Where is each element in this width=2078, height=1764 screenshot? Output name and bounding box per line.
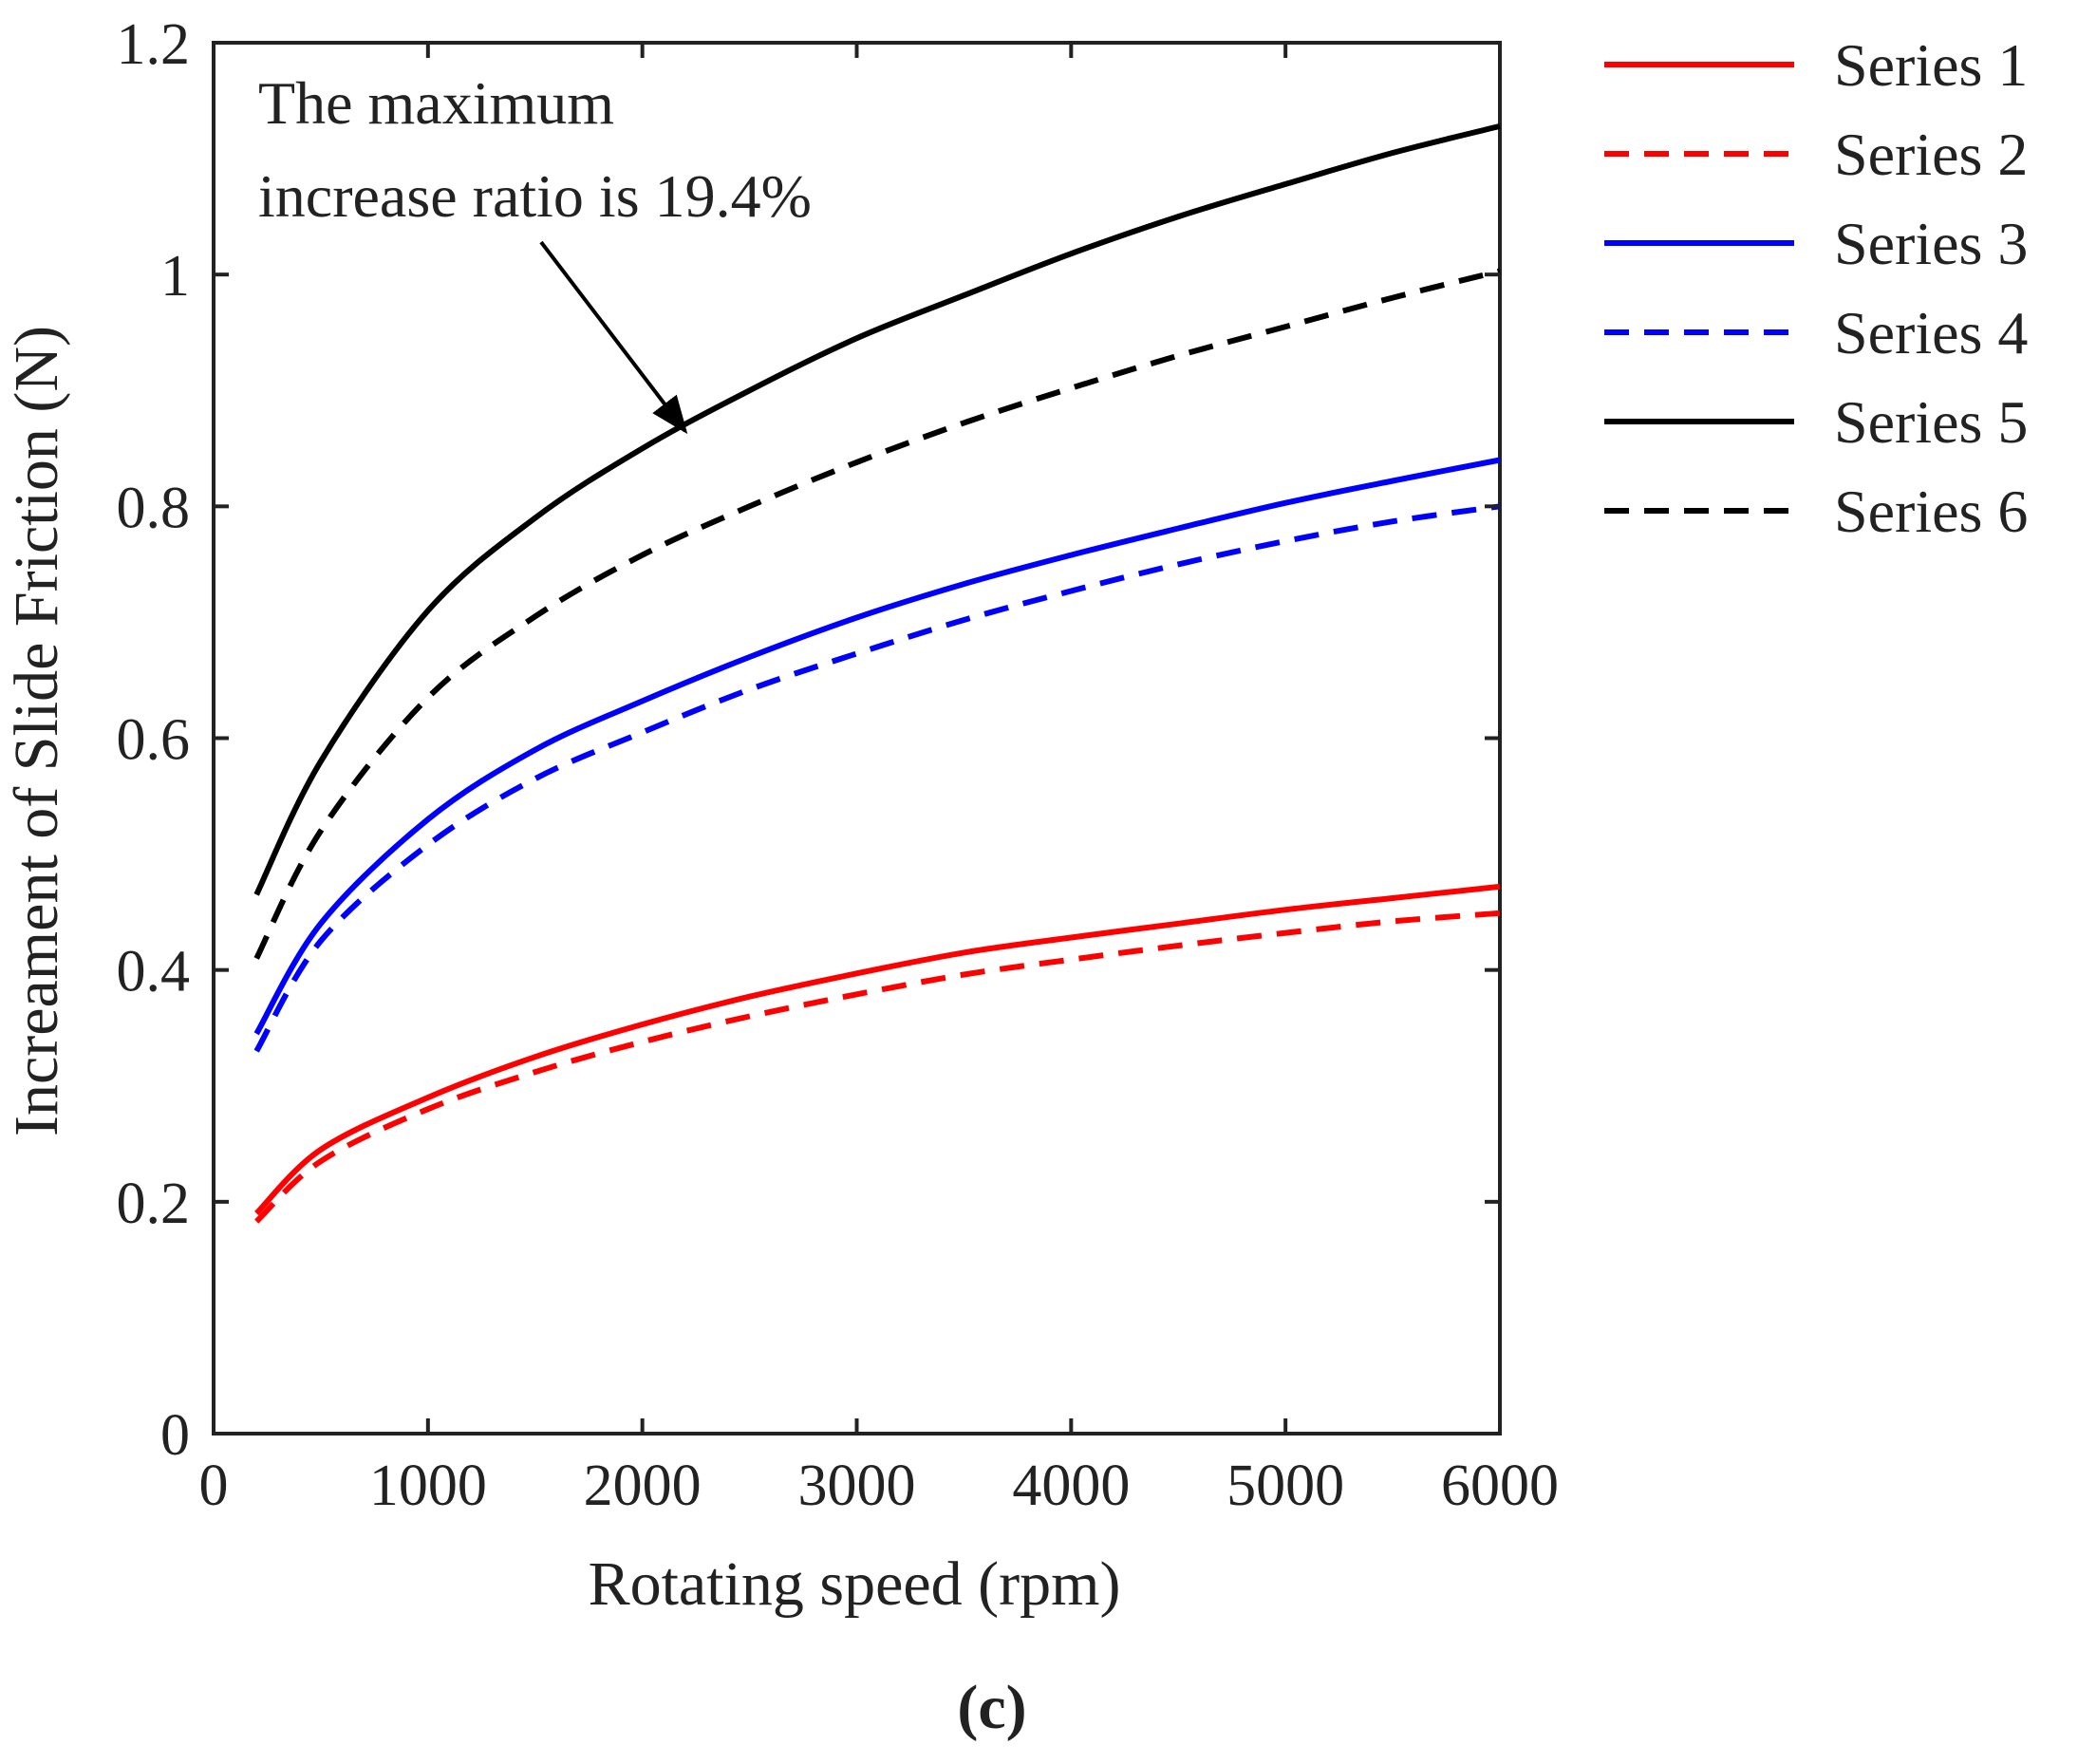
annotation-arrow [539,240,688,435]
series-line-3 [253,457,1501,1036]
legend-label-5: Series 5 [1834,388,2028,456]
plot-frame [212,41,1502,1436]
annotation-line-2: increase ratio is 19.4% [258,162,812,230]
x-tick-label: 2000 [584,1454,702,1518]
series-line-1 [254,883,1501,1216]
legend: Series 1 Series 2 Series 3 Series 4 Series 5… [1604,31,2028,545]
y-axis-label: Increament of Slide Friction (N) [2,326,71,1136]
x-tick-label: 5000 [1226,1454,1344,1518]
legend-label-3: Series 3 [1834,210,2028,277]
y-tick-label: 0.4 [117,940,191,1004]
series-layer [253,122,1501,1224]
annotation-line-1: The maximum [258,69,614,137]
y-tick-label: 0.6 [117,708,191,773]
series-line-6 [253,268,1501,960]
y-tick-label: 1.2 [117,12,191,77]
annotation: The maximum increase ratio is 19.4% [258,69,812,435]
series-line-5 [253,122,1501,896]
y-tick-label: 0.2 [117,1172,191,1236]
y-tick-label: 0 [160,1403,190,1468]
legend-label-1: Series 1 [1834,31,2028,99]
x-tick-label: 0 [199,1454,229,1518]
y-tick-label: 1 [160,244,190,309]
legend-label-4: Series 4 [1834,299,2028,366]
axes: 0 1000 2000 3000 4000 5000 6000 0 0.2 0.4 0.6 0.8 1 1… [117,12,1560,1518]
legend-label-6: Series 6 [1834,478,2028,545]
x-tick-label: 3000 [798,1454,916,1518]
series-line-2 [254,910,1501,1224]
y-tick-label: 0.8 [117,476,191,540]
series-line-4 [253,503,1501,1053]
legend-label-2: Series 2 [1834,121,2028,188]
x-axis-label: Rotating speed (rpm) [589,1549,1121,1619]
x-tick-label: 6000 [1441,1454,1559,1518]
panel-label: (c) [957,1673,1026,1742]
x-tick-label: 1000 [369,1454,487,1518]
plot-area [212,41,1502,1436]
x-tick-label: 4000 [1012,1454,1130,1518]
